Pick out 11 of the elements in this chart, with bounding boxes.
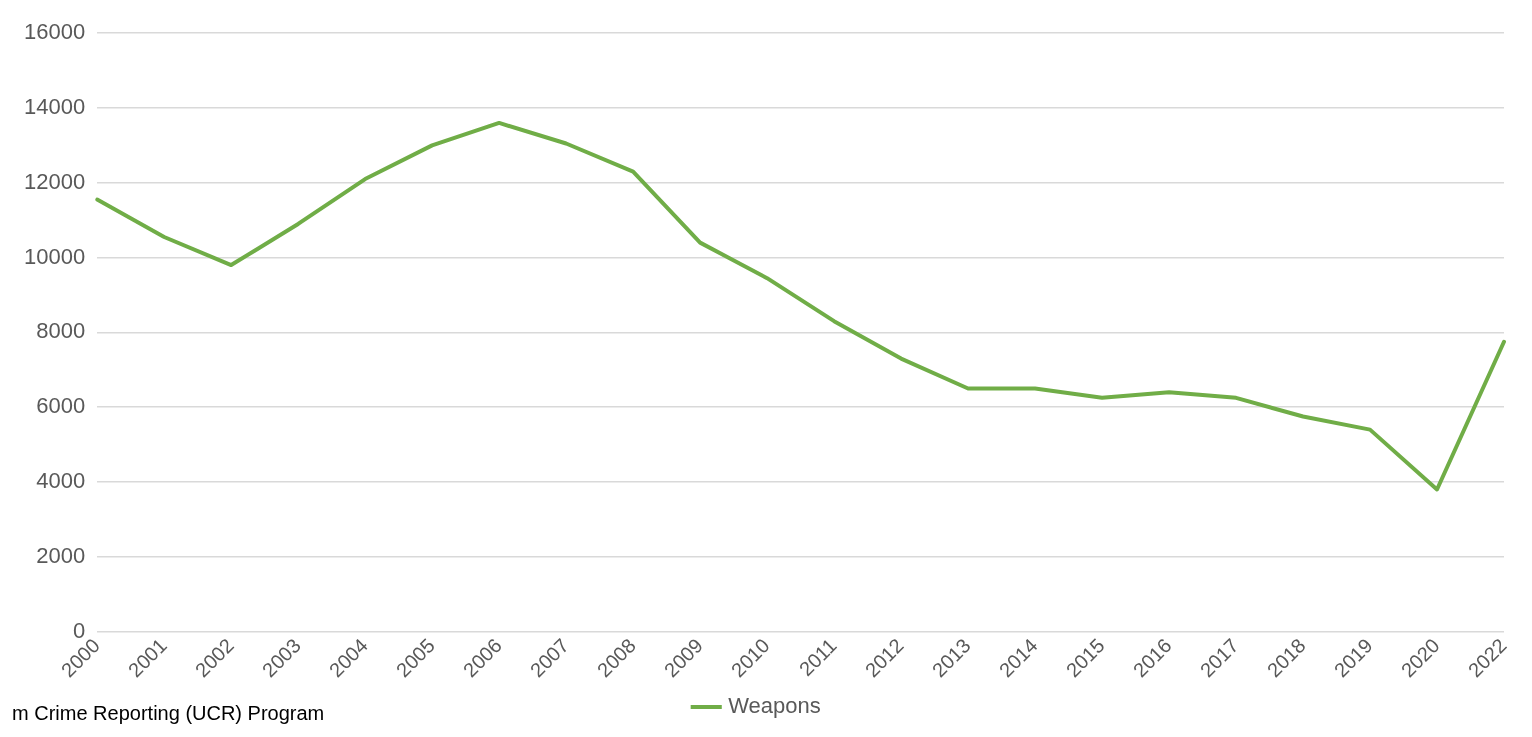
y-tick-label: 8000 (36, 318, 86, 344)
y-tick-label: 4000 (36, 468, 86, 494)
y-tick-label: 14000 (23, 94, 86, 120)
legend-label: Weapons (728, 693, 821, 719)
y-tick-label: 6000 (36, 393, 86, 419)
y-tick-label: 0 (72, 617, 86, 643)
y-tick-label: 16000 (23, 19, 86, 45)
y-tick-label: 12000 (23, 168, 86, 194)
y-tick-label: 2000 (36, 542, 86, 568)
y-tick-label: 10000 (23, 243, 86, 269)
text: m Crime Reporting (UCR) Program (12, 701, 325, 724)
